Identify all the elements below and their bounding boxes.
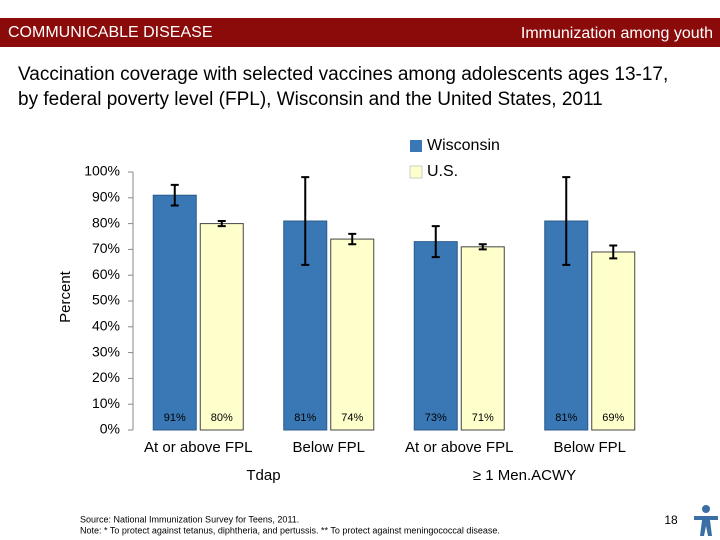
data-label: 73% [425,412,447,424]
data-label: 81% [294,412,316,424]
error-bar [301,176,310,266]
y-tick-label: 30% [92,343,120,359]
legend-swatch [409,165,423,179]
y-tick-label: 50% [92,292,120,308]
group-label: ≥ 1 Men.ACWY [473,467,576,484]
y-tick-label: 10% [92,395,120,411]
bar [460,246,505,431]
data-label: 81% [555,412,577,424]
y-tick-label: 70% [92,240,120,256]
bar [199,223,244,431]
legend-label: Wisconsin [427,137,500,154]
bar [330,238,375,431]
logo [694,505,718,536]
header-bar [0,18,720,47]
bar [591,251,636,431]
error-bar [348,232,357,246]
y-tick-label: 100% [84,163,120,179]
source: Source: National Immunization Survey for… [80,514,299,524]
page-number: 18 [664,513,678,527]
error-bar [431,225,440,259]
legend-label: U.S. [427,163,458,180]
x-tick-label: Below FPL [553,439,626,456]
y-tick-label: 60% [92,266,120,282]
error-bar [609,244,618,260]
data-label: 91% [164,412,186,424]
y-tick-label: 0% [100,421,120,437]
y-tick-label: 90% [92,189,120,205]
header-left: COMMUNICABLE DISEASE [8,24,212,41]
y-tick-label: 80% [92,214,120,230]
error-bar [217,220,226,228]
header-right: Immunization among youth [521,25,713,42]
x-tick-label: Below FPL [292,439,365,456]
y-axis-label: Percent [57,270,74,323]
data-label: 80% [211,412,233,424]
bar [152,194,197,431]
y-tick-label: 40% [92,318,120,334]
error-bar [170,183,179,207]
legend-swatch [410,140,422,152]
data-label: 71% [472,412,494,424]
error-bar [478,243,487,251]
bar [413,241,458,431]
error-bar [562,176,571,266]
title-line: Vaccination coverage with selected vacci… [18,64,668,85]
note: Note: * To protect against tetanus, diph… [80,525,500,535]
data-label: 74% [341,412,363,424]
y-tick-label: 20% [92,369,120,385]
x-tick-label: At or above FPL [144,439,252,456]
x-tick-label: At or above FPL [405,439,513,456]
data-label: 69% [602,412,624,424]
group-label: Tdap [246,467,280,484]
title-line: by federal poverty level (FPL), Wisconsi… [18,89,603,110]
